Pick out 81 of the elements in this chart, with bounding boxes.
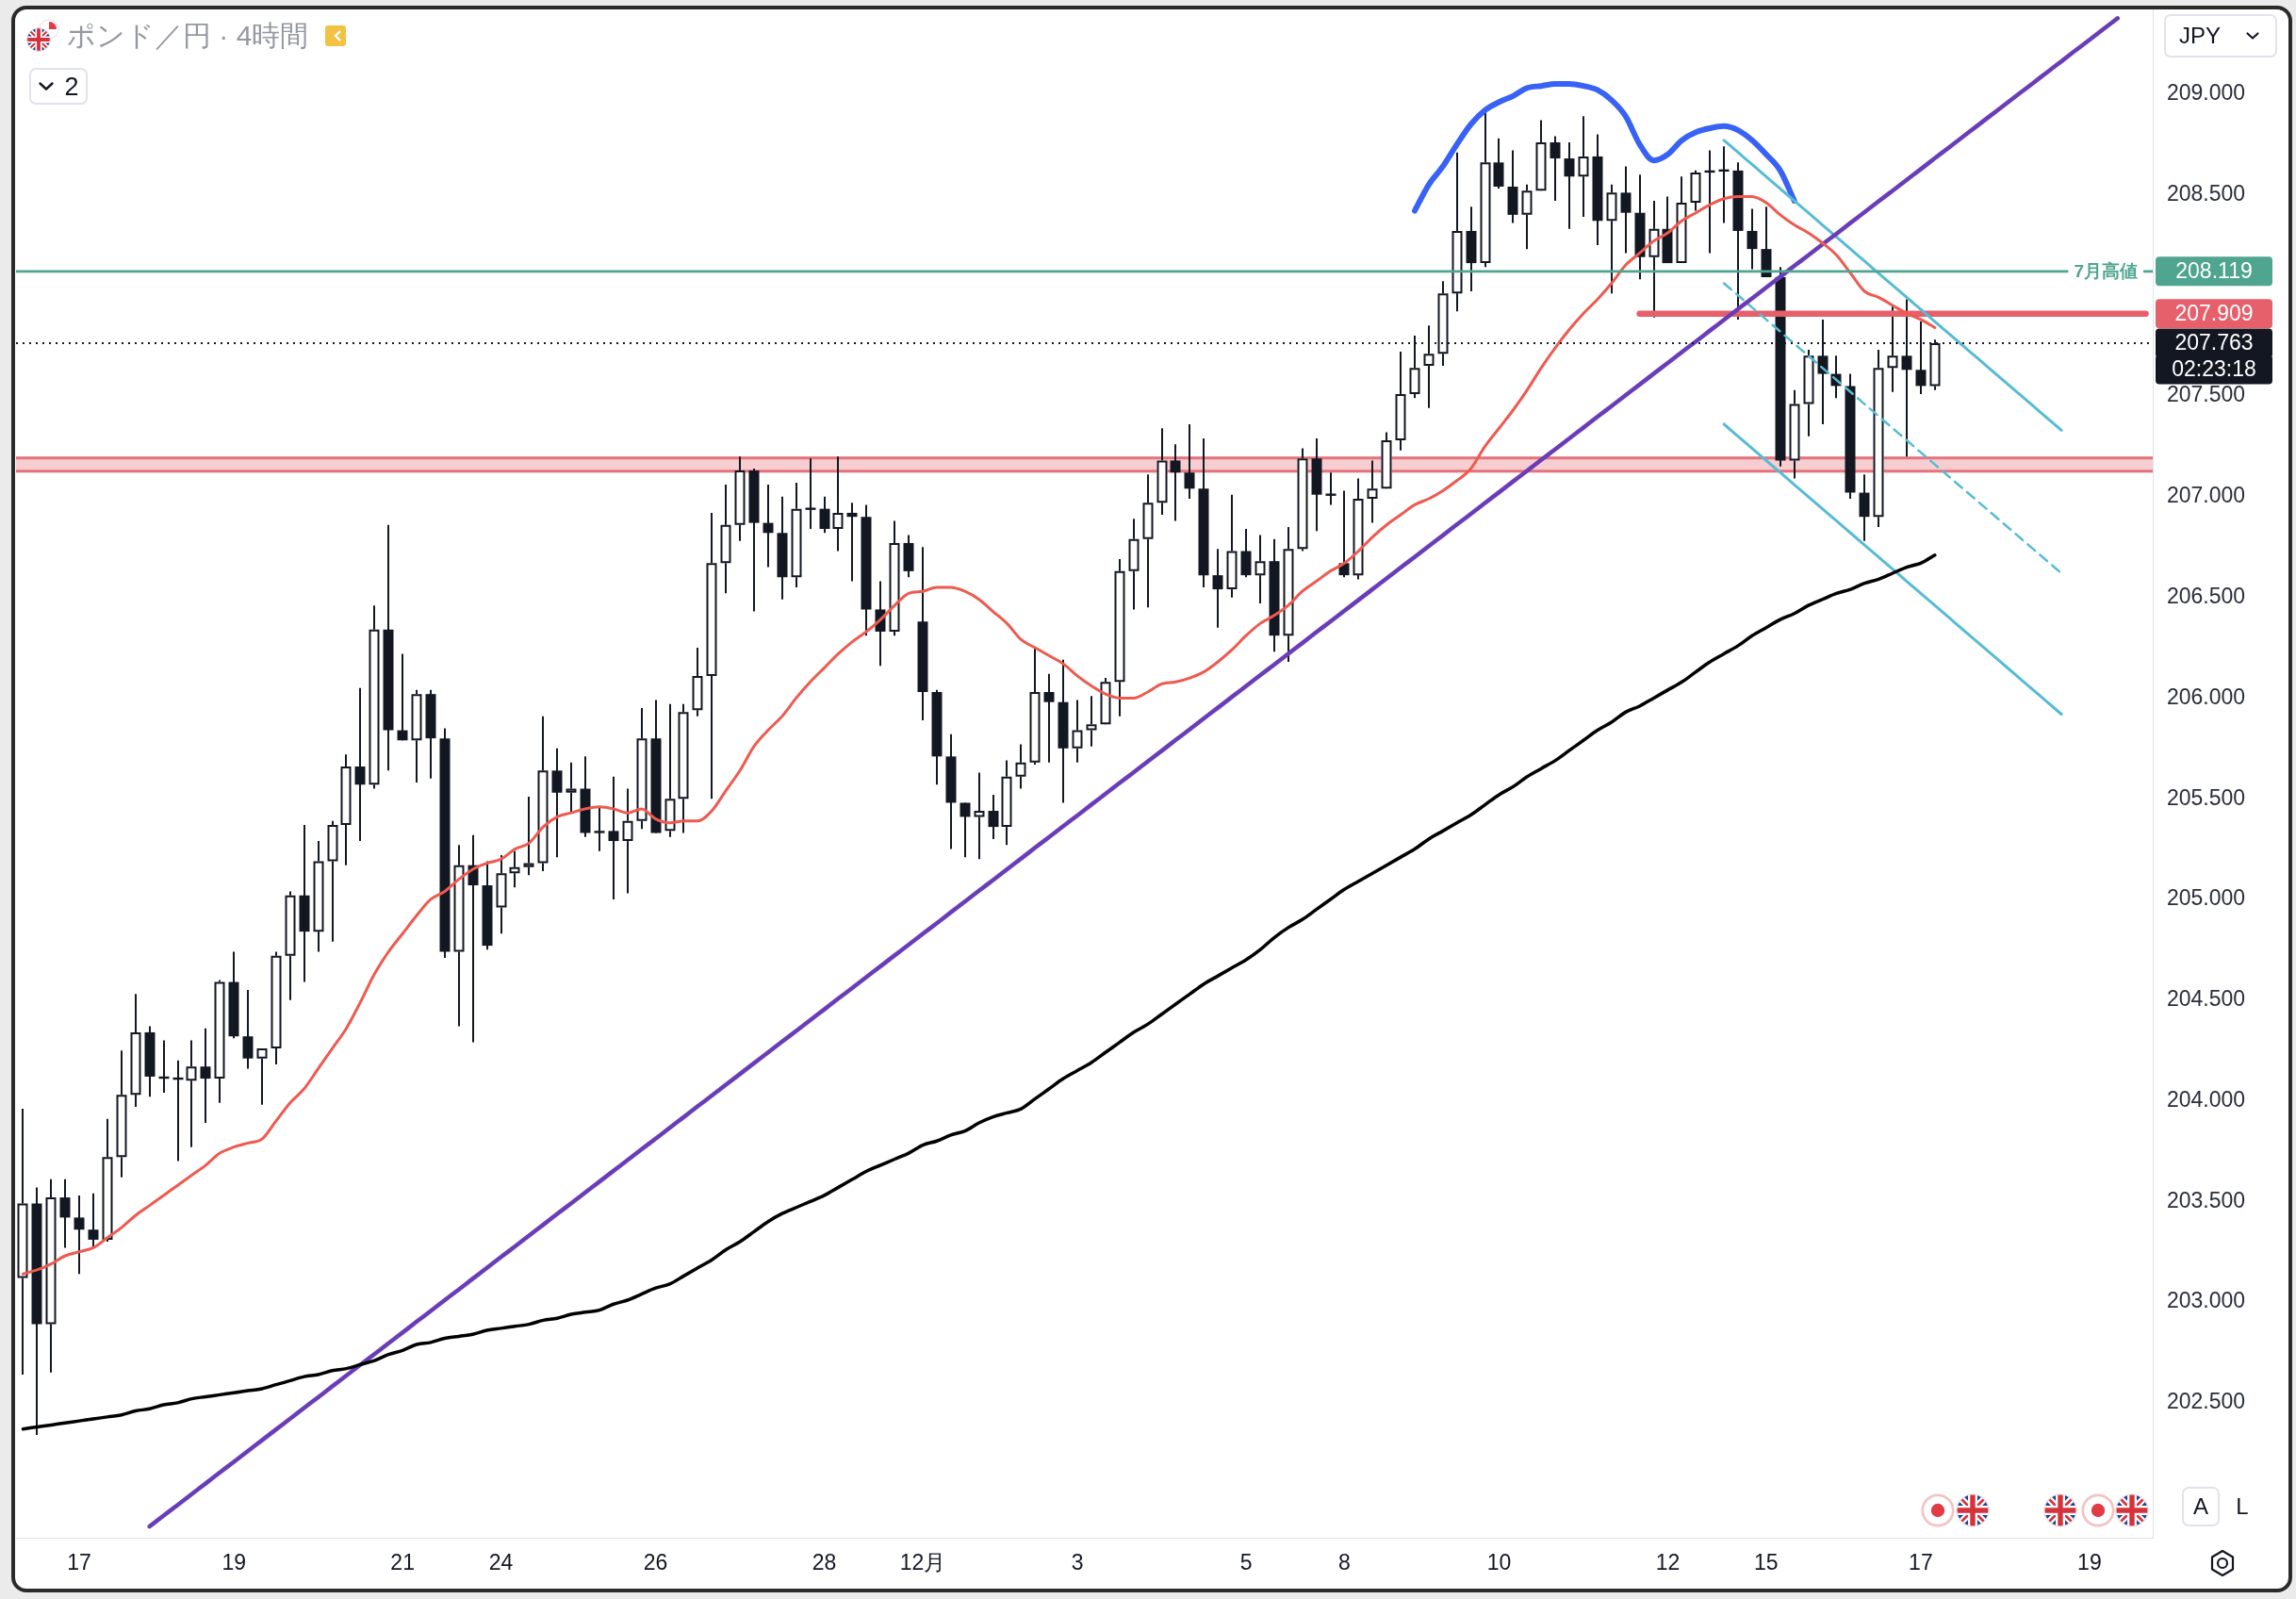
y-tick-label: 208.500	[2167, 180, 2246, 206]
candlestick	[74, 1194, 85, 1276]
x-tick-label: 15	[1754, 1550, 1779, 1575]
candlestick	[509, 849, 520, 889]
candlestick	[846, 502, 858, 583]
candlestick	[805, 457, 816, 531]
candlestick	[1212, 548, 1223, 629]
y-tick-label: 206.000	[2167, 684, 2246, 709]
candlestick	[59, 1178, 71, 1249]
candlestick	[832, 455, 844, 552]
candlestick	[566, 761, 577, 815]
annotation: 7月高値	[2074, 261, 2138, 282]
x-tick-label: 12	[1655, 1550, 1681, 1575]
x-tick-label: 17	[1909, 1550, 1933, 1575]
candlestick	[988, 793, 999, 840]
candlestick	[1184, 422, 1195, 500]
candlestick	[1072, 699, 1083, 764]
candlestick	[1578, 115, 1589, 218]
candlestick	[594, 805, 605, 852]
candlestick	[959, 801, 971, 859]
currency-button: JPY	[2164, 14, 2277, 58]
y-tick-label: 206.500	[2167, 583, 2246, 608]
y-tick-label: 203.500	[2167, 1187, 2246, 1212]
y-tick-label: 207.000	[2167, 483, 2246, 508]
line-series	[1722, 139, 2063, 432]
x-tick-label: 21	[390, 1550, 415, 1575]
candlestick	[1043, 672, 1055, 764]
candlestick	[622, 787, 633, 895]
candlestick	[88, 1192, 99, 1249]
x-tick-label: 19	[2077, 1550, 2102, 1575]
x-tick-label: 28	[812, 1550, 837, 1575]
x-tick-label: 3	[1071, 1550, 1084, 1575]
candlestick	[186, 1039, 197, 1148]
x-tick-label: 10	[1486, 1550, 1512, 1575]
candlestick	[1255, 534, 1266, 605]
y-tick-label: 202.500	[2167, 1389, 2246, 1414]
candlestick	[551, 747, 563, 859]
x-tick-label: 17	[67, 1550, 91, 1575]
y-tick-label: 205.500	[2167, 784, 2246, 810]
candlestick	[242, 989, 254, 1070]
line-series	[1722, 282, 2063, 575]
candlestick	[819, 495, 830, 535]
line-series	[21, 553, 1937, 1431]
data-label: 207.909	[2174, 301, 2254, 326]
candlestick	[763, 484, 774, 569]
x-tick-label: 5	[1239, 1550, 1253, 1575]
line-series	[1722, 422, 2063, 716]
candlestick	[1620, 165, 1632, 255]
candlestick	[974, 771, 985, 861]
y-tick-label: 204.000	[2167, 1086, 2246, 1112]
annotation: 2	[63, 72, 79, 101]
y-tick-label: 203.000	[2167, 1288, 2246, 1313]
candlestick	[1170, 443, 1181, 522]
x-tick-label: 24	[488, 1550, 514, 1575]
candlestick	[608, 775, 619, 900]
candlestick	[523, 796, 534, 877]
y-tick-label: 209.000	[2167, 80, 2246, 106]
chart-title: ポンド／円 · 4時間	[67, 19, 309, 53]
text: 02:23:18	[2172, 356, 2256, 382]
x-tick-label: 8	[1338, 1550, 1351, 1575]
y-tick-label: 207.500	[2167, 382, 2246, 407]
candlestick	[1086, 695, 1097, 748]
candlestick	[354, 686, 366, 843]
candlestick	[256, 1047, 268, 1106]
x-tick-label: 26	[643, 1550, 668, 1575]
x-tick-label: 19	[221, 1550, 246, 1575]
ref-line-label: 208.119	[2175, 258, 2253, 284]
candlestick	[1015, 743, 1026, 790]
y-tick-label: 204.500	[2167, 986, 2246, 1012]
candlestick	[397, 652, 408, 742]
ref-line-label: 207.763	[2174, 330, 2254, 355]
candlestick	[1564, 140, 1575, 230]
x-tick-label: 12月	[899, 1550, 946, 1575]
candlestick	[200, 1027, 211, 1125]
line-series	[21, 195, 1937, 1276]
candlestick	[1550, 135, 1561, 202]
candlestick	[1367, 459, 1378, 524]
collapse-button: 2	[29, 68, 88, 105]
candlestick	[1747, 207, 1758, 271]
y-tick-label: 205.000	[2167, 885, 2246, 911]
auto-scale-button: A	[2182, 1487, 2220, 1526]
